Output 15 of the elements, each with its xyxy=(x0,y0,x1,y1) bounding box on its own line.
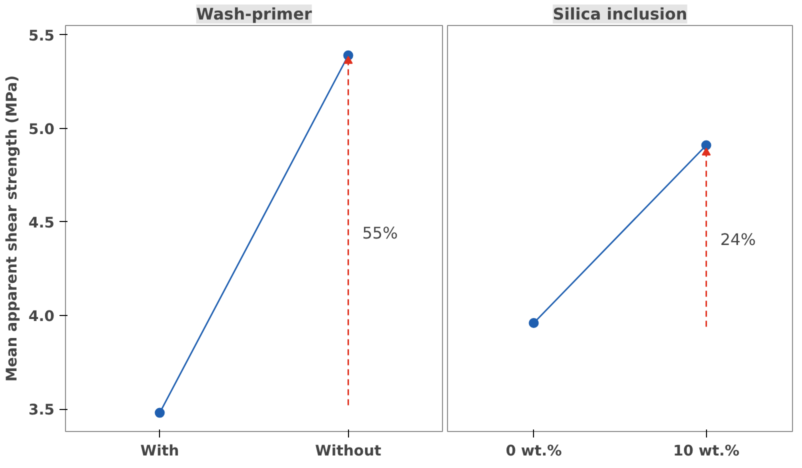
y-tick-label: 4.5 xyxy=(28,214,55,232)
annotation: 24% xyxy=(720,230,756,250)
point xyxy=(154,408,165,418)
y-tick-label: 5.0 xyxy=(28,120,55,138)
x-tick-label: 0 wt.% xyxy=(506,442,562,460)
x-tick-label: With xyxy=(140,442,180,460)
y-axis-title: Mean apparent shear strength (MPa) xyxy=(4,75,21,382)
x-tick-label: Without xyxy=(315,442,382,460)
y-tick-label: 5.5 xyxy=(28,27,55,44)
x-tick-label: 10 wt.% xyxy=(673,442,740,460)
chart-title: Silica inclusion xyxy=(552,4,688,24)
annotation: 55% xyxy=(362,224,398,243)
y-tick-label: 3.5 xyxy=(28,402,55,419)
chart-title: Wash-primer xyxy=(196,4,312,24)
y-tick-label: 4.0 xyxy=(28,308,55,325)
